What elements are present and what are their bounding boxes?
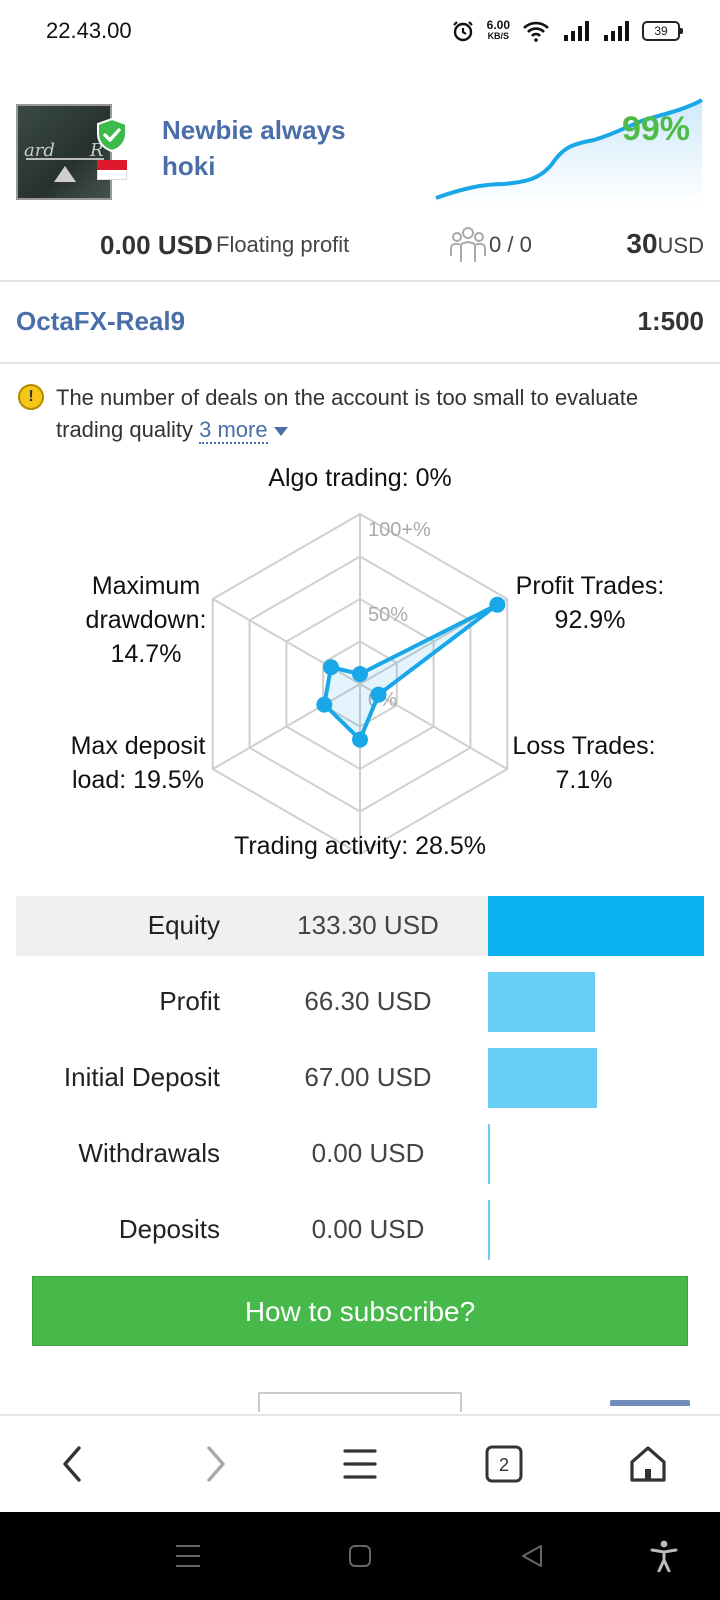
signal-icon <box>564 21 589 41</box>
browser-nav-bar: 2 <box>0 1414 720 1512</box>
menu-icon[interactable] <box>332 1436 388 1492</box>
summary-bar <box>488 1200 490 1260</box>
warning-message: The number of deals on the account is to… <box>56 385 639 444</box>
summary-bar-track <box>488 896 704 956</box>
home-button-icon[interactable] <box>338 1534 382 1578</box>
verified-shield-icon <box>97 118 127 152</box>
radar-point-5 <box>322 659 339 676</box>
battery-icon: 39 <box>642 21 683 41</box>
summary-row-equity: Equity 133.30 USD <box>16 896 704 956</box>
summary-row-initial-deposit: Initial Deposit 67.00 USD <box>16 1048 704 1108</box>
summary-label: Deposits <box>118 1214 220 1244</box>
radar-point-1 <box>489 596 506 613</box>
radar-axis-label: Max deposit load: 19.5% <box>71 732 206 794</box>
summary-label: Profit <box>159 986 220 1016</box>
summary-bar-track <box>488 972 704 1032</box>
summary-bar <box>488 1048 597 1108</box>
summary-bar <box>488 1124 490 1184</box>
system-nav-bar <box>0 1512 720 1600</box>
signal-gain: 99% <box>621 110 690 148</box>
radar-axis-label: Maximum drawdown: 14.7% <box>86 572 207 668</box>
net-speed: 6.00 KB/S <box>486 18 510 41</box>
subscription-price: 30USD <box>626 228 704 259</box>
warning-icon: ! <box>18 384 44 410</box>
summary-bar-track <box>488 1048 704 1108</box>
forward-arrow-icon[interactable] <box>188 1436 244 1492</box>
radar-scale-label: 100+% <box>368 519 431 541</box>
summary-label: Equity <box>147 910 220 940</box>
subscribers-icon <box>450 227 486 262</box>
subscribers-count: 0 / 0 <box>489 232 532 257</box>
how-to-subscribe-button[interactable]: How to subscribe? <box>32 1276 688 1346</box>
signal-avatar[interactable]: ard R <box>16 104 112 200</box>
alarm-icon <box>452 21 473 42</box>
partial-link <box>610 1400 690 1412</box>
summary-row-withdrawals: Withdrawals 0.00 USD <box>16 1124 704 1184</box>
summary-value: 67.00 USD <box>304 1062 432 1092</box>
radar-point-2 <box>370 686 387 703</box>
summary-label: Initial Deposit <box>63 1062 220 1092</box>
summary-bar-track <box>488 1124 704 1184</box>
more-warnings-link[interactable]: 3 more <box>199 417 268 444</box>
radar-point-0 <box>352 666 368 682</box>
signal-title[interactable]: Newbie always hoki <box>162 115 346 181</box>
quality-radar-chart: 100+%50%0%Algo trading: 0%Profit Trades:… <box>71 464 665 860</box>
leverage-value: 1:500 <box>637 306 705 336</box>
back-button-icon[interactable] <box>510 1534 554 1578</box>
radar-axis-label: Profit Trades: 92.9% <box>516 572 665 634</box>
home-icon[interactable] <box>620 1436 676 1492</box>
radar-point-3 <box>352 731 368 748</box>
divider <box>0 362 720 364</box>
summary-value: 133.30 USD <box>297 910 439 940</box>
summary-value: 66.30 USD <box>304 986 432 1016</box>
signal-icon-2 <box>604 21 629 41</box>
status-bar: 22.43.00 6.00 KB/S 39 <box>0 0 720 64</box>
signal-stats-row: 0.00 USD Floating profit 0 / 0 30USD <box>0 222 720 266</box>
summary-value: 0.00 USD <box>311 1214 425 1244</box>
summary-value: 0.00 USD <box>311 1138 425 1168</box>
accessibility-icon[interactable] <box>642 1534 686 1578</box>
wifi-icon <box>523 21 549 42</box>
recent-apps-icon[interactable] <box>166 1534 210 1578</box>
summary-row-profit: Profit 66.30 USD <box>16 972 704 1032</box>
radar-axis-label: Loss Trades: 7.1% <box>512 732 655 794</box>
divider <box>0 280 720 282</box>
server-name: OctaFX-Real9 <box>16 306 186 336</box>
summary-bar <box>488 896 704 956</box>
radar-axis-label: Trading activity: 28.5% <box>234 832 486 860</box>
account-summary: Equity 133.30 USD Profit 66.30 USD Initial D… <box>16 896 704 1276</box>
tabs-icon[interactable]: 2 <box>476 1436 532 1492</box>
radar-point-4 <box>316 696 333 713</box>
status-time: 22.43.00 <box>46 18 132 43</box>
summary-bar-track <box>488 1200 704 1260</box>
svg-text:2: 2 <box>499 1455 509 1475</box>
radar-axis-line <box>212 683 361 770</box>
back-arrow-icon[interactable] <box>44 1436 100 1492</box>
growth-sparkline <box>435 98 703 206</box>
balance-value: 0.00 USD <box>100 230 213 260</box>
summary-bar <box>488 972 595 1032</box>
partial-tab <box>258 1392 462 1412</box>
radar-value-area <box>322 602 500 742</box>
radar-scale-label: 50% <box>368 604 408 626</box>
summary-row-deposits: Deposits 0.00 USD <box>16 1200 704 1260</box>
status-icons: 6.00 KB/S 39 <box>451 16 683 46</box>
chevron-down-icon[interactable] <box>273 426 288 436</box>
indonesia-flag-icon <box>97 160 127 180</box>
summary-label: Withdrawals <box>78 1138 220 1168</box>
floating-profit-label: Floating profit <box>216 232 350 257</box>
radar-axis-label: Algo trading: 0% <box>268 464 451 492</box>
